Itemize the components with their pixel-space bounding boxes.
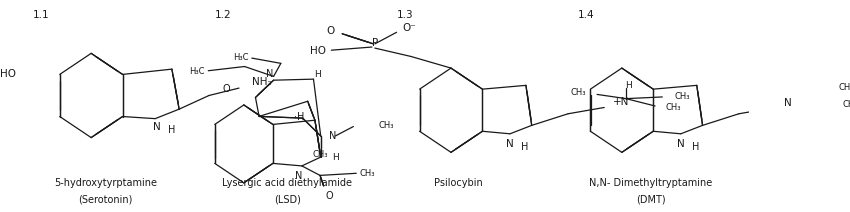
Text: O: O (326, 191, 333, 201)
Text: N: N (677, 139, 684, 149)
Text: N: N (153, 123, 161, 132)
Text: CH₃: CH₃ (842, 100, 850, 109)
Text: CH₃: CH₃ (666, 103, 682, 112)
Text: CH₃: CH₃ (570, 88, 586, 97)
Text: +N: +N (613, 97, 629, 107)
Text: NH₂: NH₂ (252, 77, 272, 87)
Text: H: H (167, 125, 175, 135)
Text: H: H (332, 153, 338, 162)
Text: H: H (692, 142, 699, 152)
Text: CH₃: CH₃ (839, 83, 850, 92)
Text: (LSD): (LSD) (274, 195, 301, 205)
Text: H: H (626, 81, 632, 90)
Text: 1.1: 1.1 (33, 10, 49, 20)
Text: HO: HO (0, 69, 16, 80)
Text: N: N (506, 139, 514, 149)
Text: H: H (521, 142, 528, 152)
Text: N: N (295, 172, 302, 181)
Text: 1.4: 1.4 (578, 10, 595, 20)
Text: Lysergic acid diethylamide: Lysergic acid diethylamide (223, 178, 353, 188)
Text: O⁻: O⁻ (402, 24, 416, 33)
Text: Psilocybin: Psilocybin (434, 178, 483, 188)
Text: O: O (326, 26, 335, 36)
Text: H: H (314, 70, 320, 80)
Text: N: N (784, 98, 791, 108)
Text: ·H: ·H (294, 112, 304, 122)
Text: (Serotonin): (Serotonin) (78, 195, 133, 205)
Text: 5-hydroxytyrptamine: 5-hydroxytyrptamine (54, 178, 157, 188)
Text: CH₃: CH₃ (379, 121, 394, 130)
Text: P: P (371, 38, 378, 48)
Text: H₃C: H₃C (233, 53, 248, 61)
Text: (DMT): (DMT) (636, 195, 666, 205)
Text: CH₃: CH₃ (360, 169, 376, 178)
Text: CH₃: CH₃ (313, 151, 328, 159)
Text: N,N- Dimethyltryptamine: N,N- Dimethyltryptamine (589, 178, 712, 188)
Text: O: O (223, 84, 230, 95)
Text: N: N (266, 69, 274, 79)
Text: 1.2: 1.2 (215, 10, 231, 20)
Text: 1.3: 1.3 (396, 10, 413, 20)
Text: CH₃: CH₃ (675, 92, 690, 101)
Text: H₃C: H₃C (190, 67, 205, 76)
Text: HO: HO (309, 46, 326, 56)
Text: N: N (330, 131, 337, 141)
